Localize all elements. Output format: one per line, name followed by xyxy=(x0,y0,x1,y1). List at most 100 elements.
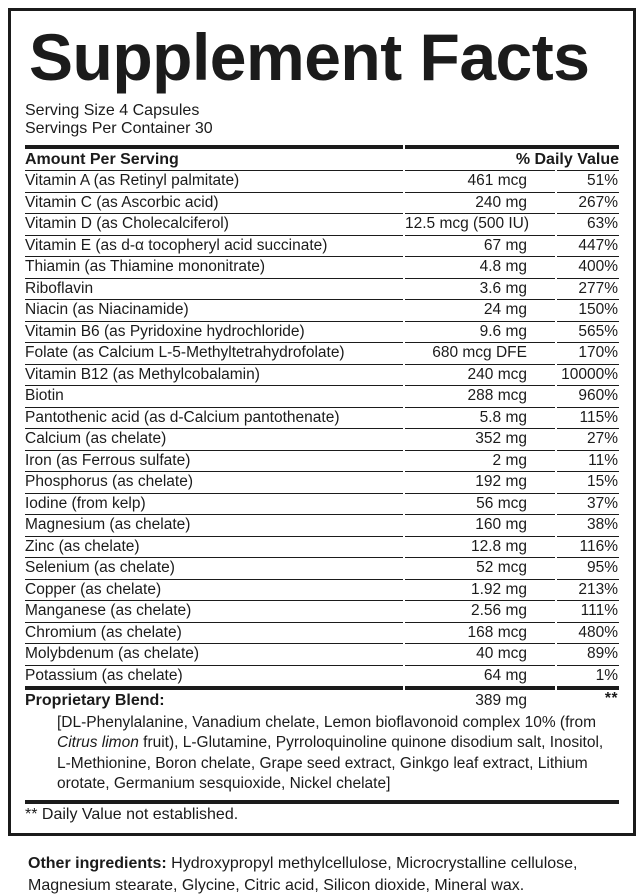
blend-latin-name: Citrus limon xyxy=(57,734,139,752)
nutrient-dv-cell: 400% xyxy=(556,256,619,278)
nutrient-dv-cell: 51% xyxy=(556,170,619,192)
other-ingredients: Other ingredients: Hydroxypropyl methylc… xyxy=(28,853,616,896)
nutrient-row: Calcium (as chelate) 352 mg 27% xyxy=(25,428,619,450)
nutrient-name-cell: Selenium (as chelate) xyxy=(25,557,403,579)
nutrient-row: Vitamin E (as d-α tocopheryl acid succin… xyxy=(25,234,619,257)
nutrient-name-cell: Vitamin A (as Retinyl palmitate) xyxy=(25,170,403,192)
nutrient-row: Pantothenic acid (as d-Calcium pantothen… xyxy=(25,406,619,429)
nutrient-amount-cell: 67 mg xyxy=(404,234,555,257)
nutrient-amount-cell: 2.56 mg xyxy=(404,600,555,622)
nutrient-name-cell: Vitamin B6 (as Pyridoxine hydrochloride) xyxy=(25,320,403,343)
nutrient-row: Folate (as Calcium L-5-Methyltetrahydrof… xyxy=(25,342,619,364)
nutrient-row: Iodine (from kelp) 56 mcg 37% xyxy=(25,492,619,515)
nutrient-name-cell: Phosphorus (as chelate) xyxy=(25,471,403,493)
blend-name-cell: Proprietary Blend: xyxy=(25,686,403,712)
nutrient-row: Phosphorus (as chelate) 192 mg 15% xyxy=(25,471,619,493)
nutrient-dv-cell: 565% xyxy=(556,320,619,343)
nutrient-amount-cell: 12.8 mg xyxy=(404,535,555,558)
nutrient-amount-cell: 12.5 mcg (500 IU) xyxy=(404,213,555,235)
nutrient-row: Selenium (as chelate) 52 mcg 95% xyxy=(25,557,619,579)
nutrient-amount-cell: 40 mcg xyxy=(404,643,555,665)
nutrient-row: Copper (as chelate) 1.92 mg 213% xyxy=(25,578,619,601)
nutrient-name-cell: Vitamin E (as d-α tocopheryl acid succin… xyxy=(25,234,403,257)
nutrient-name-cell: Manganese (as chelate) xyxy=(25,600,403,622)
nutrient-amount-cell: 288 mcg xyxy=(404,385,555,407)
facts-table-header: Amount Per Serving % Daily Value xyxy=(25,144,619,171)
nutrient-dv-cell: 1% xyxy=(556,664,619,687)
nutrient-name-cell: Pantothenic acid (as d-Calcium pantothen… xyxy=(25,406,403,429)
nutrient-dv-cell: 111% xyxy=(556,600,619,622)
nutrient-name-cell: Thiamin (as Thiamine mononitrate) xyxy=(25,256,403,278)
nutrient-amount-cell: 52 mcg xyxy=(404,557,555,579)
nutrient-dv-cell: 63% xyxy=(556,213,619,235)
nutrient-dv-cell: 95% xyxy=(556,557,619,579)
blend-description-text-cont: fruit), L-Glutamine, Pyrroloquinoline qu… xyxy=(57,734,604,793)
nutrient-name-cell: Iodine (from kelp) xyxy=(25,492,403,515)
facts-table-blend-section: Proprietary Blend: 389 mg ** [DL-Phenyla… xyxy=(25,686,619,829)
nutrient-amount-cell: 168 mcg xyxy=(404,621,555,644)
nutrient-row: Niacin (as Niacinamide) 24 mg 150% xyxy=(25,299,619,321)
other-ingredients-label: Other ingredients: xyxy=(28,855,167,873)
nutrient-name-cell: Magnesium (as chelate) xyxy=(25,514,403,536)
nutrient-dv-cell: 11% xyxy=(556,449,619,472)
nutrient-dv-cell: 170% xyxy=(556,342,619,364)
nutrient-dv-cell: 27% xyxy=(556,428,619,450)
nutrient-amount-cell: 461 mcg xyxy=(404,170,555,192)
nutrient-amount-cell: 2 mg xyxy=(404,449,555,472)
nutrient-row: Riboflavin 3.6 mg 277% xyxy=(25,277,619,300)
nutrient-name-cell: Zinc (as chelate) xyxy=(25,535,403,558)
nutrient-dv-cell: 267% xyxy=(556,191,619,214)
nutrient-name-cell: Iron (as Ferrous sulfate) xyxy=(25,449,403,472)
blend-amount-cell: 389 mg xyxy=(404,686,555,712)
nutrient-row: Vitamin A (as Retinyl palmitate) 461 mcg… xyxy=(25,170,619,192)
blend-description-cell: [DL-Phenylalanine, Vanadium chelate, Lem… xyxy=(25,712,619,800)
serving-info: Serving Size 4 Capsules Servings Per Con… xyxy=(23,102,621,138)
nutrient-amount-cell: 9.6 mg xyxy=(404,320,555,343)
nutrient-name-cell: Riboflavin xyxy=(25,277,403,300)
nutrient-name-cell: Biotin xyxy=(25,385,403,407)
nutrient-dv-cell: 38% xyxy=(556,514,619,536)
nutrient-name-cell: Molybdenum (as chelate) xyxy=(25,643,403,665)
nutrient-amount-cell: 680 mcg DFE xyxy=(404,342,555,364)
nutrient-row: Zinc (as chelate) 12.8 mg 116% xyxy=(25,535,619,558)
nutrient-row: Vitamin D (as Cholecalciferol) 12.5 mcg … xyxy=(25,213,619,235)
nutrient-name-cell: Potassium (as chelate) xyxy=(25,664,403,687)
daily-value-label: % Daily Value xyxy=(404,144,619,171)
facts-header-row: Amount Per Serving % Daily Value xyxy=(25,144,619,171)
panel-title: Supplement Facts xyxy=(29,20,590,94)
nutrient-row: Thiamin (as Thiamine mononitrate) 4.8 mg… xyxy=(25,256,619,278)
nutrient-amount-cell: 192 mg xyxy=(404,471,555,493)
nutrient-name-cell: Chromium (as chelate) xyxy=(25,621,403,644)
nutrient-amount-cell: 3.6 mg xyxy=(404,277,555,300)
blend-dv-asterisks: ** xyxy=(604,690,618,708)
nutrient-name-cell: Vitamin C (as Ascorbic acid) xyxy=(25,191,403,214)
nutrient-dv-cell: 115% xyxy=(556,406,619,429)
supplement-facts-panel: Supplement Facts Serving Size 4 Capsules… xyxy=(8,8,636,837)
nutrient-dv-cell: 15% xyxy=(556,471,619,493)
serving-size: Serving Size 4 Capsules xyxy=(25,101,200,119)
nutrient-amount-cell: 24 mg xyxy=(404,299,555,321)
footnote-text: ** Daily Value not established. xyxy=(25,799,619,830)
nutrient-dv-cell: 150% xyxy=(556,299,619,321)
nutrient-dv-cell: 116% xyxy=(556,535,619,558)
nutrient-dv-cell: 960% xyxy=(556,385,619,407)
nutrient-amount-cell: 64 mg xyxy=(404,664,555,687)
nutrient-row: Chromium (as chelate) 168 mcg 480% xyxy=(25,621,619,644)
nutrient-dv-cell: 277% xyxy=(556,277,619,300)
nutrient-dv-cell: 10000% xyxy=(556,363,619,386)
nutrient-dv-cell: 213% xyxy=(556,578,619,601)
footnote-row: ** Daily Value not established. xyxy=(25,799,619,830)
nutrient-row: Biotin 288 mcg 960% xyxy=(25,385,619,407)
nutrient-name-cell: Niacin (as Niacinamide) xyxy=(25,299,403,321)
nutrient-row: Vitamin B12 (as Methylcobalamin) 240 mcg… xyxy=(25,363,619,386)
blend-description-text: [DL-Phenylalanine, Vanadium chelate, Lem… xyxy=(57,713,597,731)
blend-dv-cell: ** xyxy=(556,686,619,712)
nutrient-name-cell: Calcium (as chelate) xyxy=(25,428,403,450)
nutrient-amount-cell: 240 mcg xyxy=(404,363,555,386)
nutrient-row: Magnesium (as chelate) 160 mg 38% xyxy=(25,514,619,536)
nutrient-row: Manganese (as chelate) 2.56 mg 111% xyxy=(25,600,619,622)
nutrient-name-cell: Vitamin D (as Cholecalciferol) xyxy=(25,213,403,235)
nutrient-amount-cell: 160 mg xyxy=(404,514,555,536)
amount-per-serving-label: Amount Per Serving xyxy=(25,144,403,171)
nutrient-name-cell: Copper (as chelate) xyxy=(25,578,403,601)
